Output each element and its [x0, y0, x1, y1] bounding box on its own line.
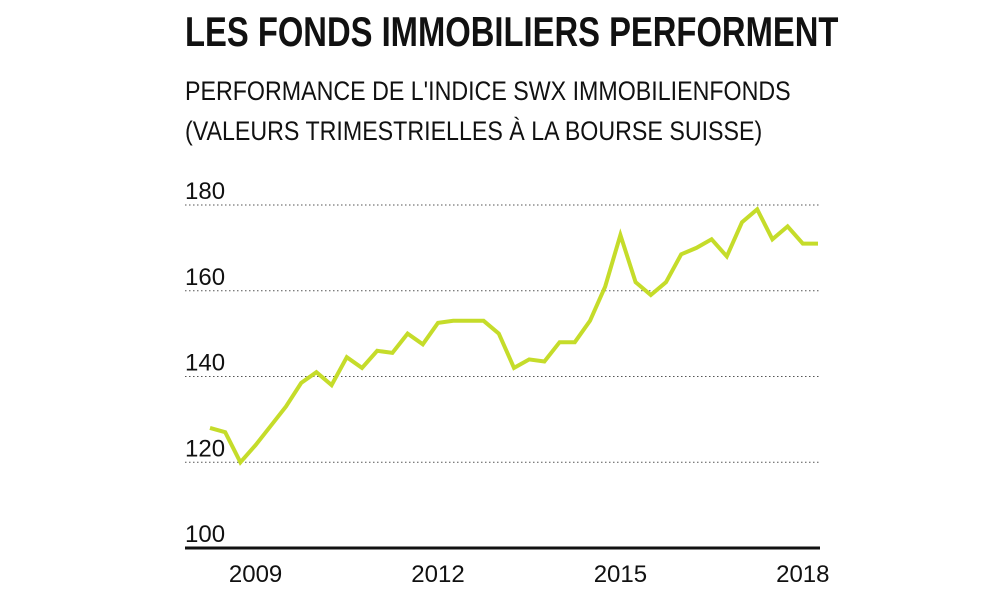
y-tick-label-180: 180 [185, 178, 225, 205]
x-tick-label-2015: 2015 [594, 561, 647, 588]
y-axis-tick-labels: 100 120 140 160 180 [185, 178, 225, 548]
chart-title: LES FONDS IMMOBILIERS PERFORMENT [185, 8, 839, 55]
x-tick-label-2009: 2009 [229, 561, 282, 588]
series-line-0 [209, 206, 818, 466]
chart-subtitle-line-1: PERFORMANCE DE L'INDICE SWX IMMOBILIENFO… [185, 76, 791, 106]
y-tick-label-140: 140 [185, 350, 225, 377]
x-axis-tick-labels: 2009 2012 2015 2018 [229, 561, 830, 588]
x-tick-label-2012: 2012 [411, 561, 464, 588]
y-tick-label-120: 120 [185, 435, 225, 462]
gridlines [185, 204, 820, 550]
x-tick-label-2018: 2018 [776, 561, 829, 588]
data-series [209, 206, 818, 466]
y-tick-label-100: 100 [185, 521, 225, 548]
chart-subtitle-line-2: (VALEURS TRIMESTRIELLES À LA BOURSE SUIS… [185, 116, 763, 146]
y-tick-label-160: 160 [185, 264, 225, 291]
